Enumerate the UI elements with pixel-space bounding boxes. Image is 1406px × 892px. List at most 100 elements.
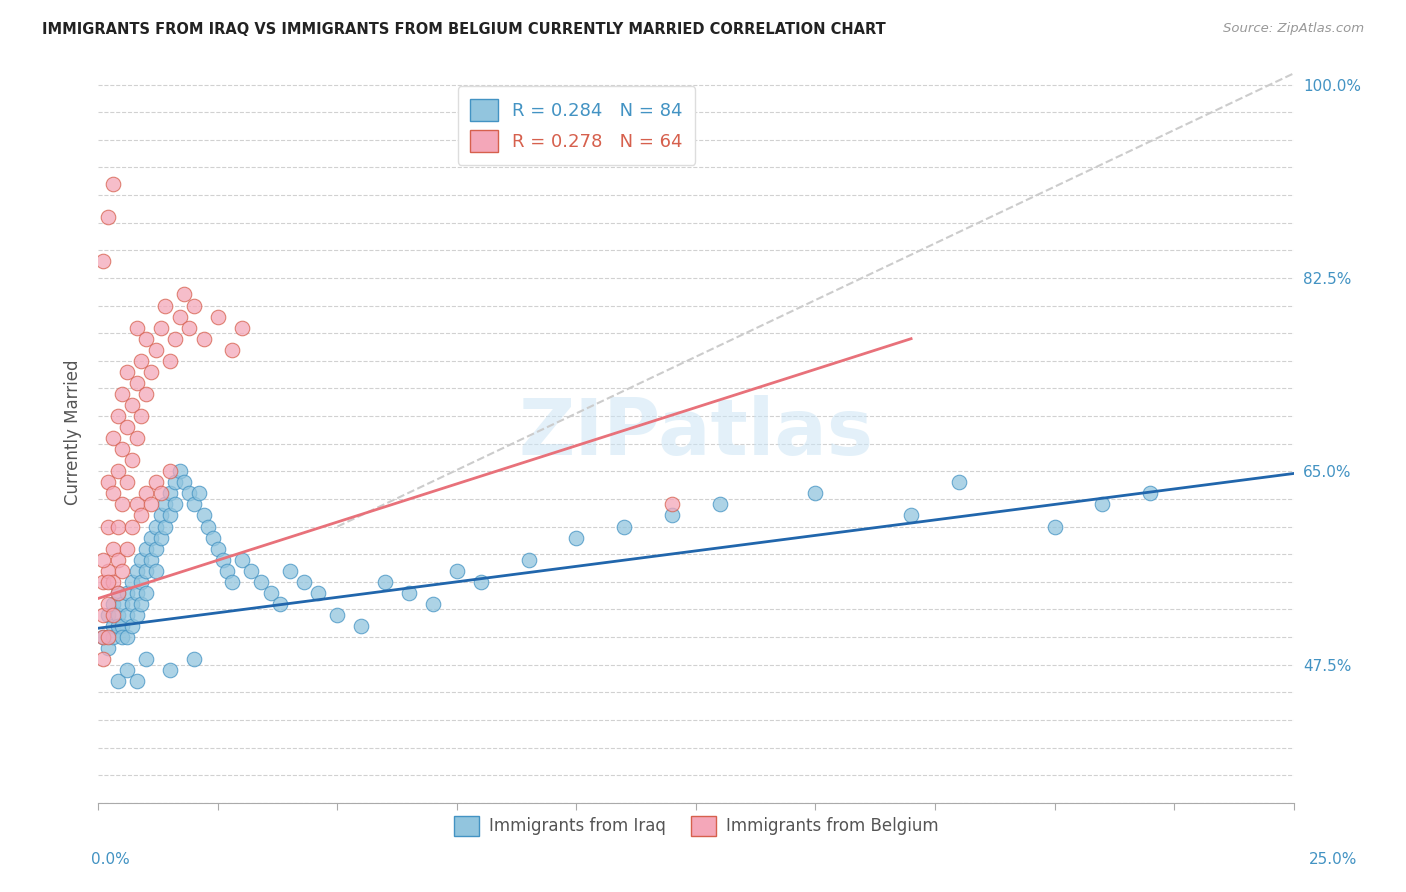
Point [125,498,148,512]
Point [804,486,827,500]
Point [240,564,263,578]
Point [97,607,120,622]
Point [101,607,124,622]
Point [135,586,157,600]
Point [135,486,157,500]
Point [101,177,124,191]
Point [1139,486,1161,500]
Point [101,619,124,633]
Point [326,607,349,622]
Point [125,607,148,622]
Y-axis label: Currently Married: Currently Married [63,359,82,506]
Point [900,508,922,523]
Point [231,552,253,566]
Point [517,552,540,566]
Text: ZIPatlas: ZIPatlas [519,394,873,471]
Point [709,498,731,512]
Point [107,552,129,566]
Point [193,332,215,346]
Point [125,431,148,445]
Point [107,674,129,689]
Text: 0.0%: 0.0% [91,852,131,867]
Point [125,586,148,600]
Point [145,343,167,357]
Point [107,409,129,423]
Point [107,586,129,600]
Text: IMMIGRANTS FROM IRAQ VS IMMIGRANTS FROM BELGIUM CURRENTLY MARRIED CORRELATION CH: IMMIGRANTS FROM IRAQ VS IMMIGRANTS FROM … [42,22,886,37]
Point [159,486,181,500]
Point [135,652,157,666]
Point [101,630,124,644]
Point [121,519,143,533]
Point [350,619,373,633]
Point [115,475,138,490]
Point [139,365,162,379]
Point [121,574,143,589]
Point [211,552,233,566]
Point [107,619,129,633]
Point [183,299,205,313]
Point [217,564,239,578]
Point [159,353,181,368]
Point [145,519,167,533]
Point [149,508,172,523]
Point [221,574,243,589]
Point [111,619,134,633]
Point [145,541,167,556]
Point [91,574,114,589]
Point [1043,519,1066,533]
Point [131,597,153,611]
Point [139,531,162,545]
Point [135,564,157,578]
Point [131,409,153,423]
Text: Source: ZipAtlas.com: Source: ZipAtlas.com [1223,22,1364,36]
Point [221,343,243,357]
Point [163,475,186,490]
Point [97,597,120,611]
Point [661,498,683,512]
Point [111,387,134,401]
Point [97,475,120,490]
Point [125,674,148,689]
Point [661,508,683,523]
Point [101,574,124,589]
Point [169,310,191,324]
Point [111,564,134,578]
Text: 25.0%: 25.0% [1309,852,1357,867]
Point [111,442,134,457]
Point [149,320,172,334]
Point [115,663,138,677]
Point [111,498,134,512]
Point [121,597,143,611]
Point [145,564,167,578]
Point [202,531,225,545]
Point [565,531,588,545]
Point [398,586,420,600]
Point [149,531,172,545]
Point [131,552,153,566]
Point [139,552,162,566]
Point [121,398,143,412]
Point [145,475,167,490]
Point [422,597,444,611]
Point [131,574,153,589]
Point [131,508,153,523]
Point [259,586,281,600]
Point [107,607,129,622]
Point [163,498,186,512]
Point [111,597,134,611]
Point [163,332,186,346]
Point [91,607,114,622]
Point [207,310,229,324]
Point [101,597,124,611]
Point [91,254,114,268]
Point [91,630,114,644]
Point [155,299,177,313]
Point [97,641,120,656]
Point [107,464,129,478]
Point [135,387,157,401]
Point [307,586,329,600]
Point [183,652,205,666]
Point [139,498,162,512]
Point [159,464,181,478]
